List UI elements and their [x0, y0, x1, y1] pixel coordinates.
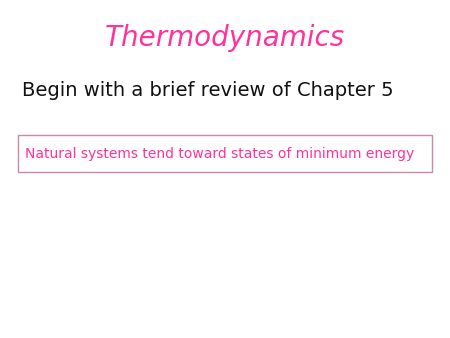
- Text: Begin with a brief review of Chapter 5: Begin with a brief review of Chapter 5: [22, 81, 394, 100]
- Text: Natural systems tend toward states of minimum energy: Natural systems tend toward states of mi…: [25, 147, 414, 161]
- Text: Thermodynamics: Thermodynamics: [105, 24, 345, 52]
- Bar: [18, 135, 432, 172]
